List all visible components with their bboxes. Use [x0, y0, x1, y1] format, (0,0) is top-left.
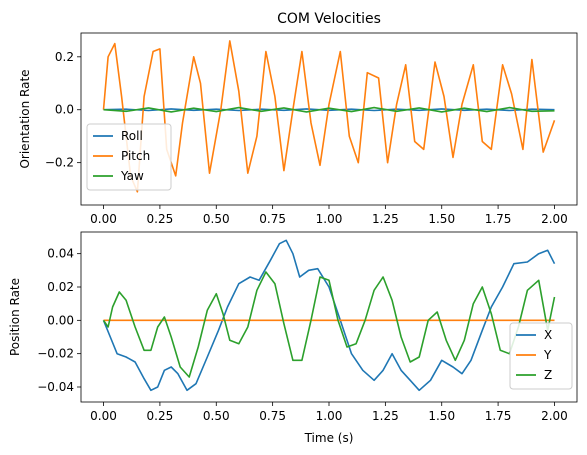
chart-title: COM Velocities	[277, 11, 381, 27]
x-tick-label: 1.00	[316, 409, 343, 423]
y-tick-label: −0.04	[37, 380, 74, 394]
x-tick-label: 0.25	[147, 212, 174, 226]
y-tick-label: 0.00	[47, 313, 74, 327]
series-line-yaw	[103, 106, 555, 113]
y-tick-label: −0.02	[37, 347, 74, 361]
series-line-pitch	[102, 40, 556, 193]
legend-box	[509, 322, 573, 390]
legend-top: Roll Pitch Yaw	[86, 123, 172, 191]
x-tick-label: 1.25	[372, 409, 399, 423]
y-axis-label-bottom: Position Rate	[8, 278, 22, 356]
position-rate-plot: 0.00 0.25 0.50 0.75 1.00 1.25 1.50 1.75 2.00 −0.…	[8, 231, 578, 445]
x-tick-label: 0.75	[259, 212, 286, 226]
orientation-rate-plot: COM Velocities 0.00 0.25 0.50 0.75 1.00 1.25 1…	[18, 11, 578, 226]
y-tick-label: 0.02	[47, 280, 74, 294]
x-tick-label: 1.75	[485, 212, 512, 226]
legend-bottom: XYZ	[509, 322, 573, 390]
legend-label: Pitch	[121, 149, 150, 163]
legend-box	[86, 123, 172, 191]
y-tick-label: 0.0	[55, 103, 74, 117]
x-tick-label: 0.50	[203, 409, 230, 423]
x-tick-label: 0.00	[90, 212, 117, 226]
legend-label: X	[544, 328, 552, 342]
x-tick-label: 1.00	[316, 212, 343, 226]
series-line-z	[102, 271, 556, 378]
legend-label: Z	[544, 368, 552, 382]
legend-label: Y	[543, 348, 552, 362]
x-tick-label: 1.50	[428, 212, 455, 226]
x-tick-label: 0.75	[259, 409, 286, 423]
x-tick-label: 0.00	[90, 409, 117, 423]
legend-label: Yaw	[120, 169, 144, 183]
x-tick-label: 0.25	[147, 409, 174, 423]
x-tick-label: 2.00	[541, 409, 568, 423]
y-tick-label: 0.2	[55, 50, 74, 64]
y-tick-label: 0.04	[47, 247, 74, 261]
x-tick-label: 1.50	[428, 409, 455, 423]
plot-frame-bottom	[80, 231, 578, 403]
x-tick-label: 0.50	[203, 212, 230, 226]
series-line-x	[102, 239, 556, 392]
x-axis-label: Time (s)	[304, 431, 354, 445]
x-tick-label: 2.00	[541, 212, 568, 226]
y-axis-label-top: Orientation Rate	[18, 69, 32, 168]
legend-label: Roll	[121, 129, 143, 143]
x-tick-label: 1.25	[372, 212, 399, 226]
x-tick-label: 1.75	[485, 409, 512, 423]
y-tick-label: −0.2	[45, 156, 74, 170]
